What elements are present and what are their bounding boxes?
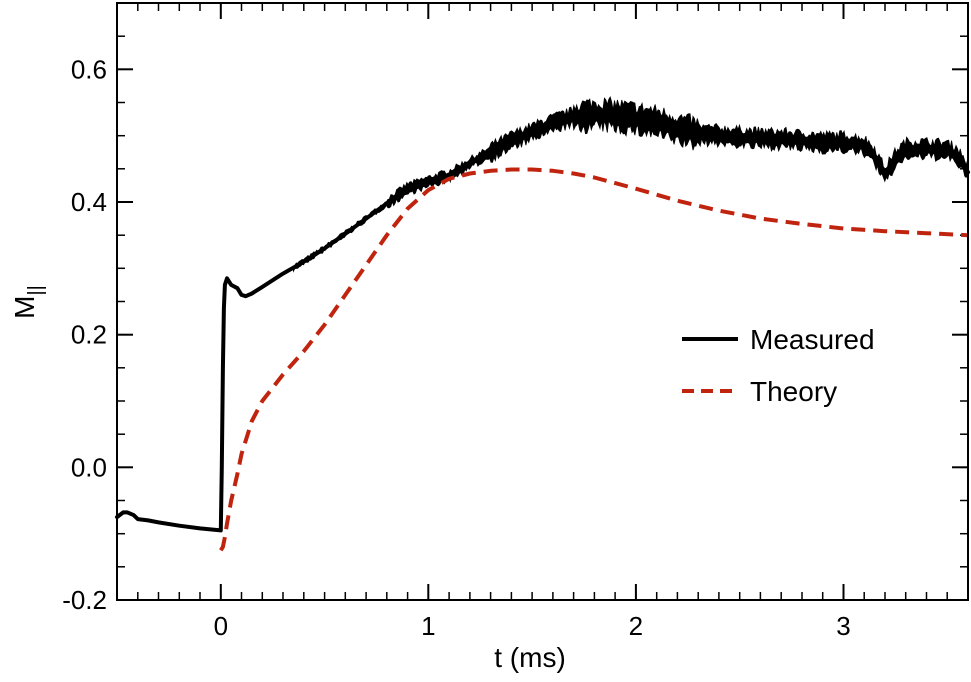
plot-area: [117, 3, 968, 600]
x-axis-label: t (ms): [494, 642, 566, 673]
y-axis-label-sub: ||: [25, 285, 47, 295]
legend-label-theory: Theory: [750, 376, 837, 407]
y-tick-label: 0.2: [71, 320, 107, 350]
x-tick-label: 2: [629, 611, 643, 641]
y-tick-label: 0.0: [71, 452, 107, 482]
x-tick-label: 0: [214, 611, 228, 641]
y-tick-label: 0.6: [71, 54, 107, 84]
legend-label-measured: Measured: [750, 324, 875, 355]
y-tick-label: -0.2: [62, 585, 107, 615]
y-tick-labels: -0.2 0.0 0.2 0.4 0.6: [62, 54, 107, 615]
plot-frame: [116, 2, 969, 601]
y-axis-label: M||: [9, 285, 47, 319]
x-tick-label: 3: [836, 611, 850, 641]
x-tick-labels: 0 1 2 3: [214, 611, 851, 641]
x-tick-label: 1: [421, 611, 435, 641]
series-line-measured: [115, 112, 970, 533]
y-tick-label: 0.4: [71, 187, 107, 217]
legend: Measured Theory: [682, 324, 875, 407]
svg-text:M||: M||: [9, 285, 47, 319]
y-axis-label-main: M: [9, 296, 40, 319]
series-line-theory: [219, 167, 969, 552]
